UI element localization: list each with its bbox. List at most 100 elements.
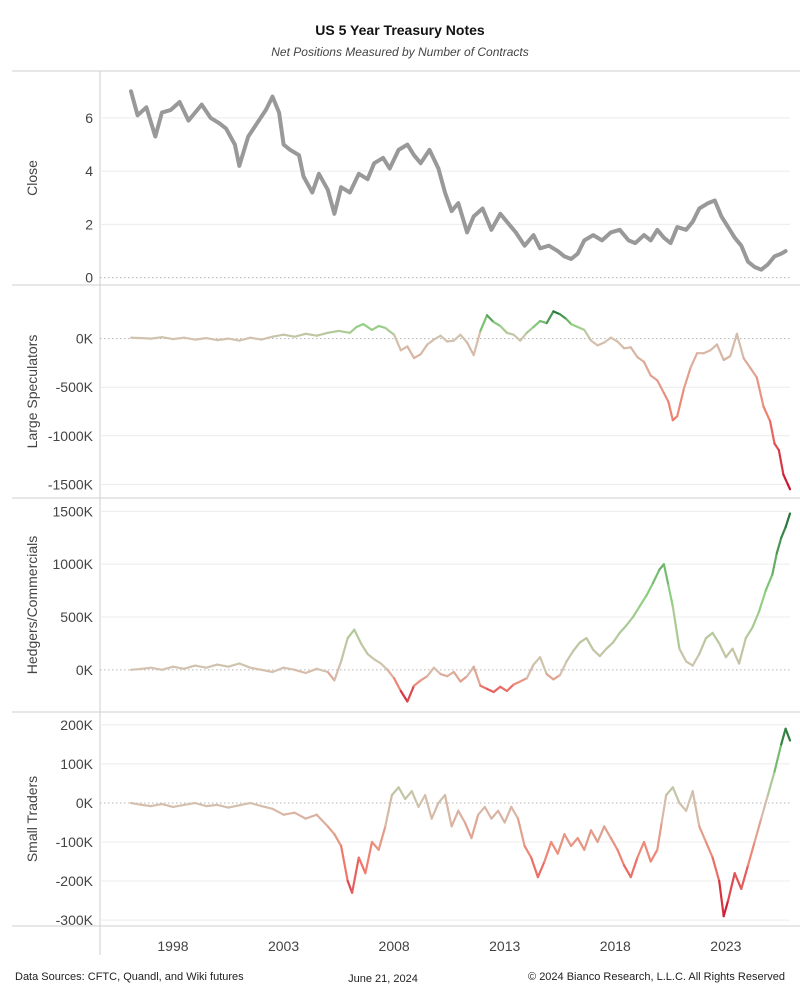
y-tick-label: 6 bbox=[85, 110, 93, 126]
series-segment bbox=[671, 605, 681, 650]
footer-copyright: © 2024 Bianco Research, L.L.C. All Right… bbox=[528, 971, 785, 983]
x-tick-label: 2008 bbox=[379, 938, 410, 954]
series-segment bbox=[379, 662, 389, 671]
series-segment bbox=[684, 790, 694, 812]
series-segment bbox=[545, 672, 555, 681]
series-segment bbox=[337, 329, 351, 334]
series-segment bbox=[492, 321, 502, 328]
series-segment bbox=[589, 339, 599, 347]
series-segment bbox=[149, 802, 163, 808]
series-segment bbox=[645, 582, 655, 598]
series-segment bbox=[704, 631, 714, 640]
series-segment bbox=[140, 803, 152, 808]
series-segment bbox=[419, 343, 429, 356]
series-segment bbox=[538, 656, 548, 676]
series-segment bbox=[393, 677, 402, 693]
series-segment bbox=[583, 829, 593, 851]
series-segment bbox=[370, 324, 380, 331]
series-segment bbox=[160, 802, 175, 809]
series-segment bbox=[315, 667, 329, 674]
y-axis-label: Large Speculators bbox=[24, 335, 40, 449]
series-segment bbox=[678, 647, 688, 663]
series-segment bbox=[377, 324, 387, 329]
series-segment bbox=[771, 552, 778, 576]
series-segment bbox=[749, 366, 758, 379]
series-segment bbox=[636, 356, 646, 363]
series-segment bbox=[483, 805, 493, 820]
series-segment bbox=[702, 349, 712, 355]
series-segment bbox=[282, 811, 296, 816]
series-segment bbox=[439, 672, 449, 678]
series-segment bbox=[470, 813, 480, 840]
chart-subtitle: Net Positions Measured by Number of Cont… bbox=[271, 45, 528, 59]
series-segment bbox=[357, 856, 367, 875]
y-tick-label: 1500K bbox=[53, 503, 94, 519]
series-segment bbox=[684, 660, 694, 667]
series-segment bbox=[775, 536, 783, 555]
series-segment bbox=[609, 336, 619, 343]
series-segment bbox=[718, 879, 725, 918]
series-segment bbox=[348, 325, 358, 334]
series-segment bbox=[227, 804, 241, 809]
series-segment bbox=[512, 333, 522, 342]
series-segment bbox=[412, 353, 422, 360]
series-segment bbox=[452, 333, 462, 342]
series-segment bbox=[260, 668, 274, 674]
series-segment bbox=[249, 801, 263, 808]
series-segment bbox=[735, 332, 745, 360]
series-segment bbox=[205, 337, 219, 342]
series-segment bbox=[691, 790, 701, 828]
series-segment bbox=[410, 790, 420, 809]
series-segment bbox=[638, 594, 648, 608]
series-segment bbox=[656, 379, 666, 395]
series-segment bbox=[437, 793, 447, 805]
series-segment bbox=[762, 405, 772, 423]
series-segment bbox=[282, 333, 296, 338]
series-segment bbox=[227, 337, 241, 342]
series-segment bbox=[430, 801, 440, 820]
series-segment bbox=[512, 680, 522, 686]
series-segment bbox=[742, 357, 752, 369]
series-segment bbox=[662, 391, 670, 403]
series-segment bbox=[552, 310, 562, 316]
series-segment bbox=[629, 856, 639, 879]
series-segment bbox=[737, 636, 747, 665]
series-segment bbox=[384, 326, 396, 336]
series-segment bbox=[649, 848, 659, 863]
series-segment bbox=[691, 652, 701, 667]
series-segment bbox=[558, 660, 568, 677]
series-segment bbox=[499, 324, 508, 334]
series-segment bbox=[490, 809, 500, 820]
series-segment bbox=[532, 320, 542, 329]
series-segment bbox=[667, 400, 674, 422]
series-segment bbox=[660, 793, 668, 824]
series-segment bbox=[671, 786, 681, 805]
series-segment bbox=[598, 647, 608, 658]
series-segment bbox=[149, 666, 163, 671]
series-segment bbox=[622, 864, 632, 879]
series-segment bbox=[426, 338, 435, 346]
series-segment bbox=[698, 825, 708, 844]
series-segment bbox=[576, 836, 586, 851]
series-segment bbox=[384, 793, 393, 828]
series-segment bbox=[777, 449, 785, 476]
series-segment bbox=[406, 684, 416, 703]
series-segment bbox=[583, 328, 593, 342]
y-tick-label: -200K bbox=[56, 873, 94, 889]
series-segment bbox=[497, 809, 506, 824]
y-tick-label: 0K bbox=[76, 662, 94, 678]
series-segment bbox=[603, 825, 613, 840]
series-segment bbox=[182, 801, 197, 807]
series-segment bbox=[182, 664, 197, 670]
series-segment bbox=[466, 341, 475, 357]
series-segment bbox=[733, 872, 743, 891]
series-segment bbox=[543, 840, 553, 863]
panel-close: 0 2 4 6 Close bbox=[12, 89, 800, 286]
footer-sources: Data Sources: CFTC, Quandl, and Wiki fut… bbox=[15, 971, 244, 983]
series-segment bbox=[477, 805, 486, 816]
series-segment bbox=[757, 589, 767, 613]
series-segment bbox=[726, 872, 736, 902]
series-segment bbox=[722, 899, 730, 918]
series-segment bbox=[662, 563, 670, 587]
series-segment bbox=[351, 856, 360, 894]
